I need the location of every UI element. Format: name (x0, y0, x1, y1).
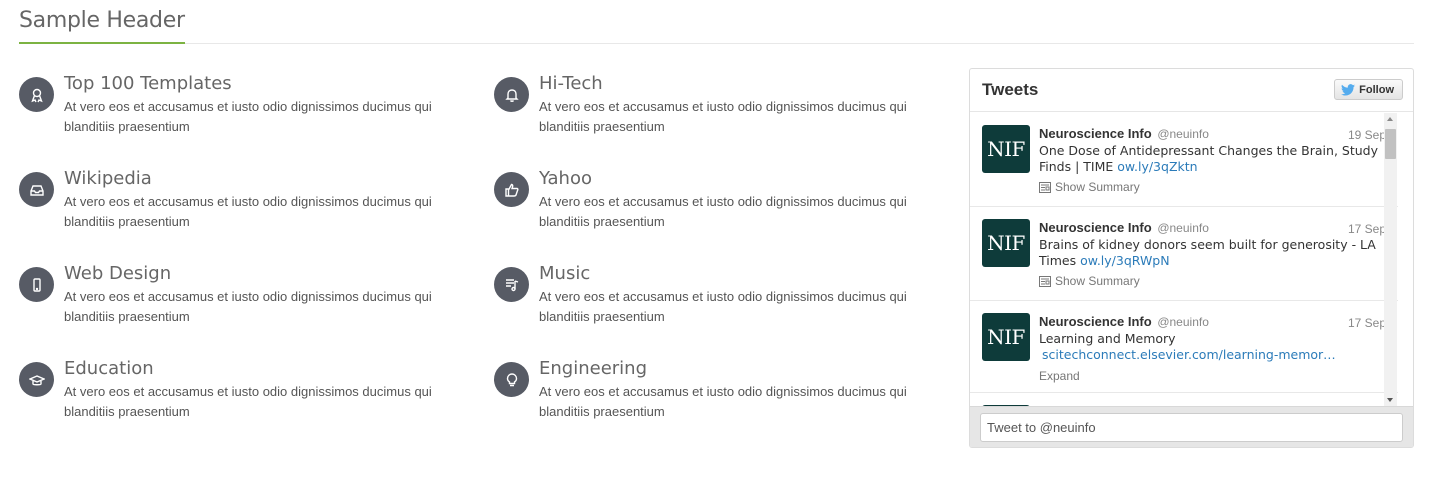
summary-icon (1039, 275, 1051, 287)
feature-text: At vero eos et accusamus et iusto odio d… (64, 384, 432, 419)
tweet-date[interactable]: 19 Sep (1347, 128, 1386, 142)
tweet-handle: @neuinfo (1157, 315, 1209, 329)
feature-item: Top 100 Templates At vero eos et accusam… (19, 73, 439, 143)
feature-title: Wikipedia (64, 168, 152, 189)
tweets-title: Tweets (982, 80, 1039, 99)
lightbulb-icon (494, 362, 529, 397)
tweet-text: Brains of kidney donors seem built for g… (1039, 237, 1387, 269)
page-title: Sample Header (19, 6, 185, 44)
tweets-header: Tweets Follow (970, 69, 1413, 112)
tweet-list[interactable]: NIF Neuroscience Info @neuinfo 19 Sep On… (970, 113, 1398, 406)
tweet-item[interactable]: NIF Neuroscience Info @neuinfo 17 Sep Br… (970, 207, 1398, 301)
tweet-body: Learning and Memory (1039, 331, 1176, 346)
thumbs-up-icon (494, 172, 529, 207)
feature-item: Music At vero eos et accusamus et iusto … (494, 263, 914, 333)
feature-item: Engineering At vero eos et accusamus et … (494, 358, 914, 428)
playlist-icon (494, 267, 529, 302)
feature-text: At vero eos et accusamus et iusto odio d… (539, 99, 907, 134)
feature-title: Hi-Tech (539, 73, 603, 94)
feature-item: Yahoo At vero eos et accusamus et iusto … (494, 168, 914, 238)
tweet-link[interactable]: ow.ly/3qRWpN (1080, 253, 1170, 268)
bell-icon (494, 77, 529, 112)
feature-text: At vero eos et accusamus et iusto odio d… (64, 289, 432, 324)
feature-title: Engineering (539, 358, 647, 379)
tweet-compose-input[interactable] (980, 413, 1403, 442)
section-header: Sample Header (19, 6, 1414, 44)
tweet-link[interactable]: scitechconnect.elsevier.com/learning-mem… (1042, 347, 1336, 362)
award-icon (19, 77, 54, 112)
feature-item: Education At vero eos et accusamus et iu… (19, 358, 439, 428)
avatar[interactable] (982, 405, 1030, 406)
feature-title: Education (64, 358, 154, 379)
tweet-author[interactable]: Neuroscience Info @neuinfo (1039, 126, 1209, 141)
feature-text: At vero eos et accusamus et iusto odio d… (64, 194, 432, 229)
feature-text: At vero eos et accusamus et iusto odio d… (539, 289, 907, 324)
tweet-item[interactable]: NIF Neuroscience Info @neuinfo 19 Sep On… (970, 113, 1398, 207)
scroll-up-icon[interactable] (1387, 117, 1393, 121)
show-summary-button[interactable]: Show Summary (1039, 274, 1140, 288)
feature-text: At vero eos et accusamus et iusto odio d… (539, 194, 907, 229)
feature-text: At vero eos et accusamus et iusto odio d… (64, 99, 432, 134)
feature-item: Web Design At vero eos et accusamus et i… (19, 263, 439, 333)
tweet-author-name: Neuroscience Info (1039, 220, 1152, 235)
avatar[interactable]: NIF (982, 313, 1030, 361)
feature-title: Web Design (64, 263, 172, 284)
show-summary-label: Show Summary (1055, 274, 1140, 288)
tweet-handle: @neuinfo (1157, 127, 1209, 141)
tweet-text: Learning and Memory scitechconnect.elsevi… (1039, 331, 1387, 363)
tweet-item[interactable] (970, 393, 1398, 406)
tweet-compose-bar (970, 406, 1413, 447)
mobile-icon (19, 267, 54, 302)
feature-title: Top 100 Templates (64, 73, 232, 94)
tweet-date[interactable]: 17 Sep (1347, 222, 1386, 236)
follow-label: Follow (1359, 83, 1394, 96)
tweet-body: One Dose of Antidepressant Changes the B… (1039, 143, 1378, 174)
tweet-date[interactable]: 17 Sep (1347, 316, 1386, 330)
feature-title: Music (539, 263, 591, 284)
tweet-body: Brains of kidney donors seem built for g… (1039, 237, 1376, 268)
expand-button[interactable]: Expand (1039, 369, 1080, 383)
avatar[interactable]: NIF (982, 125, 1030, 173)
twitter-bird-icon (1341, 83, 1356, 96)
tweets-widget: Tweets Follow NIF Neuroscience Info @neu… (969, 68, 1414, 448)
tweet-author[interactable]: Neuroscience Info @neuinfo (1039, 314, 1209, 329)
avatar[interactable]: NIF (982, 219, 1030, 267)
tweet-item[interactable]: NIF Neuroscience Info @neuinfo 17 Sep Le… (970, 301, 1398, 393)
tweet-text: One Dose of Antidepressant Changes the B… (1039, 143, 1387, 175)
feature-text: At vero eos et accusamus et iusto odio d… (539, 384, 907, 419)
tweet-author[interactable]: Neuroscience Info @neuinfo (1039, 220, 1209, 235)
feature-item: Wikipedia At vero eos et accusamus et iu… (19, 168, 439, 238)
tweet-link[interactable]: ow.ly/3qZktn (1117, 159, 1198, 174)
show-summary-button[interactable]: Show Summary (1039, 180, 1140, 194)
graduation-cap-icon (19, 362, 54, 397)
tweet-author-name: Neuroscience Info (1039, 314, 1152, 329)
show-summary-label: Show Summary (1055, 180, 1140, 194)
feature-title: Yahoo (539, 168, 592, 189)
scrollbar-thumb[interactable] (1385, 129, 1396, 159)
feature-item: Hi-Tech At vero eos et accusamus et iust… (494, 73, 914, 143)
follow-button[interactable]: Follow (1334, 79, 1403, 100)
inbox-icon (19, 172, 54, 207)
tweets-scrollbar[interactable] (1384, 113, 1397, 406)
summary-icon (1039, 181, 1051, 193)
scroll-down-icon[interactable] (1387, 398, 1393, 402)
tweet-author-name: Neuroscience Info (1039, 126, 1152, 141)
tweet-handle: @neuinfo (1157, 221, 1209, 235)
expand-label: Expand (1039, 369, 1080, 383)
